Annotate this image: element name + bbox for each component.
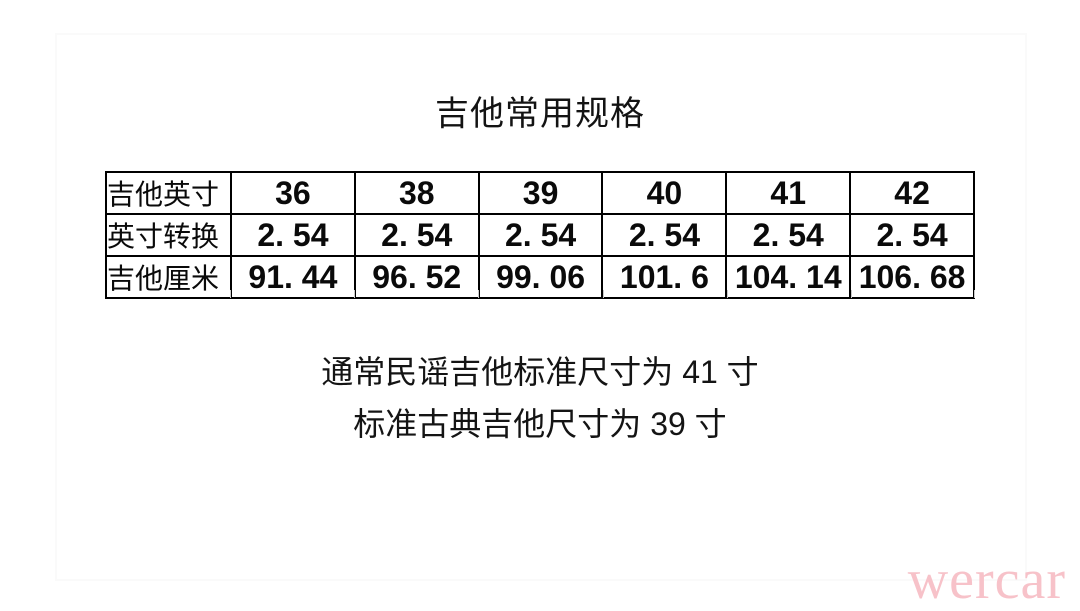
gridline-stub (478, 290, 479, 298)
value-cell: 101. 6 (601, 255, 728, 299)
gridline-stub (230, 290, 231, 298)
slide-title: 吉他常用规格 (435, 95, 645, 133)
value-cell: 40 (601, 171, 728, 215)
value-cell: 38 (353, 171, 480, 215)
value-cell: 104. 14 (725, 255, 852, 299)
value-cell: 2. 54 (230, 213, 356, 257)
guitar-size-table: 吉他英寸 36 38 39 40 41 42 英寸转换 2. 54 2. 54 … (105, 171, 975, 299)
value-cell: 2. 54 (601, 213, 728, 257)
note-folk-guitar: 通常民谣吉他标准尺寸为 41 寸 (321, 354, 759, 390)
value-cell: 2. 54 (353, 213, 480, 257)
content-frame (55, 33, 1027, 581)
gridline-stub (974, 290, 975, 298)
value-cell: 91. 44 (230, 255, 356, 299)
value-cell: 96. 52 (353, 255, 480, 299)
value-cell: 36 (230, 171, 356, 215)
row-label-cell: 英寸转换 (105, 213, 232, 257)
value-cell: 39 (477, 171, 604, 215)
value-cell: 2. 54 (477, 213, 604, 257)
table-row-centimeters: 吉他厘米 91. 44 96. 52 99. 06 101. 6 104. 14… (105, 255, 975, 299)
note-classical-guitar: 标准古典吉他尺寸为 39 寸 (353, 406, 727, 442)
row-label-cell: 吉他厘米 (105, 255, 232, 299)
value-cell: 2. 54 (725, 213, 852, 257)
value-cell: 42 (849, 171, 975, 215)
value-cell: 99. 06 (477, 255, 604, 299)
row-label-cell: 吉他英寸 (105, 171, 232, 215)
value-cell: 106. 68 (849, 255, 975, 299)
watermark: wercar (907, 549, 1066, 611)
value-cell: 41 (725, 171, 852, 215)
value-cell: 2. 54 (849, 213, 975, 257)
gridline-stub (354, 290, 355, 298)
table-row-inches: 吉他英寸 36 38 39 40 41 42 (105, 171, 975, 215)
gridline-stub (851, 290, 852, 298)
gridline-stub (603, 290, 604, 298)
table-row-conversion: 英寸转换 2. 54 2. 54 2. 54 2. 54 2. 54 2. 54 (105, 213, 975, 257)
gridline-stub (727, 290, 728, 298)
